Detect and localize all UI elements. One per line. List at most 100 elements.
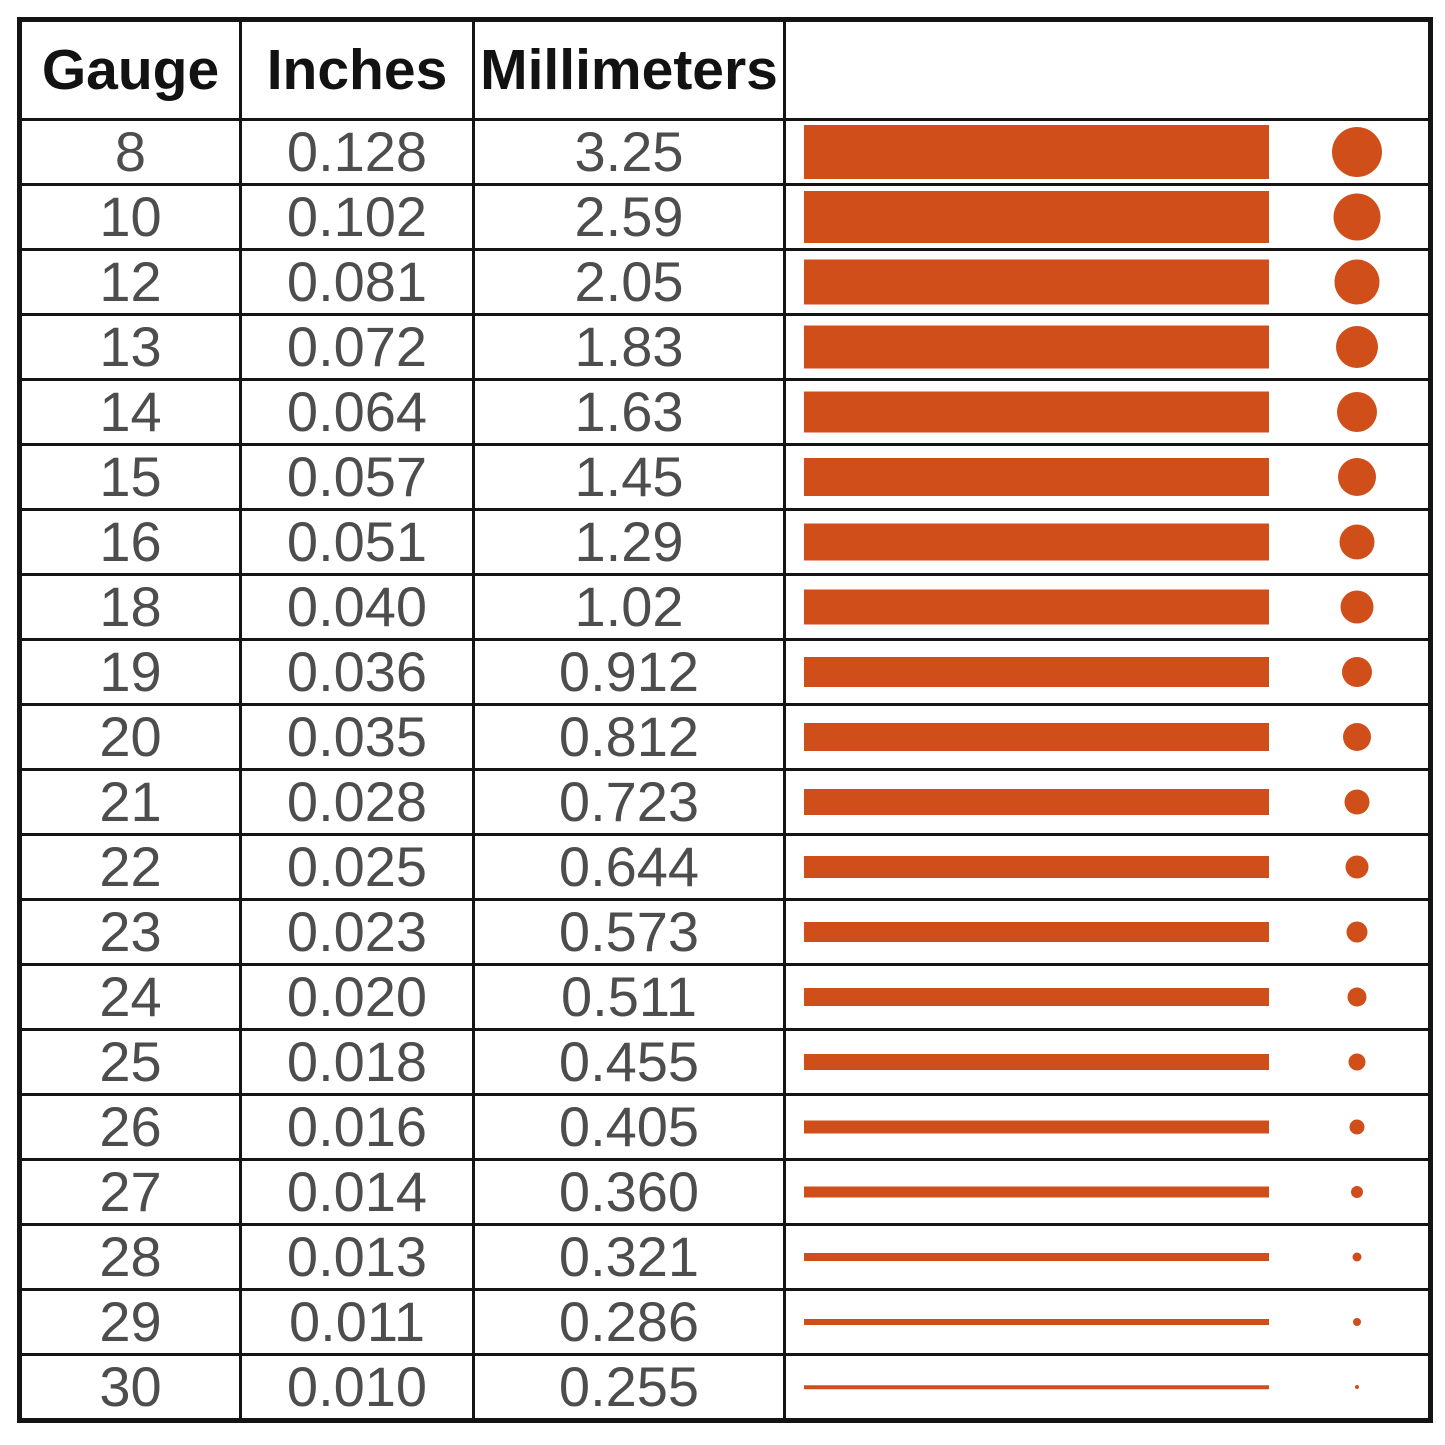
inches-value: 0.028	[239, 768, 475, 836]
wire-visual-cell	[783, 378, 1432, 446]
gauge-value: 16	[18, 508, 242, 576]
millimeters-value: 1.83	[472, 313, 786, 381]
wire-thickness-bar	[804, 458, 1269, 496]
table-row: 22 0.025 0.644	[18, 833, 1432, 901]
millimeters-value: 1.02	[472, 573, 786, 641]
millimeters-value: 2.05	[472, 248, 786, 316]
millimeters-value: 1.63	[472, 378, 786, 446]
gauge-value: 8	[18, 118, 242, 186]
table-row: 19 0.036 0.912	[18, 638, 1432, 706]
wire-cross-section-dot	[1333, 193, 1381, 241]
table-row: 20 0.035 0.812	[18, 703, 1432, 771]
wire-visual-cell	[783, 1158, 1432, 1226]
wire-thickness-bar	[804, 723, 1269, 751]
gauge-value: 10	[18, 183, 242, 251]
wire-cross-section-dot	[1336, 326, 1378, 368]
gauge-value: 20	[18, 703, 242, 771]
gauge-value: 19	[18, 638, 242, 706]
wire-cross-section-dot	[1338, 458, 1376, 496]
table-row: 25 0.018 0.455	[18, 1028, 1432, 1096]
millimeters-value: 0.573	[472, 898, 786, 966]
millimeters-value: 1.29	[472, 508, 786, 576]
gauge-value: 14	[18, 378, 242, 446]
wire-visual-cell	[783, 443, 1432, 511]
table-row: 13 0.072 1.83	[18, 313, 1432, 381]
table-row: 26 0.016 0.405	[18, 1093, 1432, 1161]
inches-value: 0.020	[239, 963, 475, 1031]
inches-value: 0.040	[239, 573, 475, 641]
millimeters-value: 0.321	[472, 1223, 786, 1291]
col-header-gauge: Gauge	[18, 18, 242, 121]
millimeters-value: 0.812	[472, 703, 786, 771]
millimeters-value: 0.723	[472, 768, 786, 836]
gauge-value: 12	[18, 248, 242, 316]
gauge-value: 18	[18, 573, 242, 641]
table-row: 12 0.081 2.05	[18, 248, 1432, 316]
inches-value: 0.036	[239, 638, 475, 706]
gauge-value: 22	[18, 833, 242, 901]
gauge-value: 28	[18, 1223, 242, 1291]
wire-cross-section-dot	[1351, 1186, 1363, 1198]
wire-thickness-bar	[804, 988, 1269, 1006]
wire-visual-cell	[783, 1223, 1432, 1291]
gauge-value: 24	[18, 963, 242, 1031]
gauge-value: 13	[18, 313, 242, 381]
inches-value: 0.057	[239, 443, 475, 511]
millimeters-value: 0.912	[472, 638, 786, 706]
inches-value: 0.011	[239, 1288, 475, 1356]
inches-value: 0.081	[239, 248, 475, 316]
table-row: 29 0.011 0.286	[18, 1288, 1432, 1356]
millimeters-value: 0.360	[472, 1158, 786, 1226]
gauge-value: 27	[18, 1158, 242, 1226]
table-row: 16 0.051 1.29	[18, 508, 1432, 576]
table-row: 27 0.014 0.360	[18, 1158, 1432, 1226]
wire-cross-section-dot	[1332, 127, 1382, 177]
millimeters-value: 0.455	[472, 1028, 786, 1096]
inches-value: 0.072	[239, 313, 475, 381]
wire-cross-section-dot	[1344, 789, 1370, 815]
wire-visual-cell	[783, 703, 1432, 771]
inches-value: 0.128	[239, 118, 475, 186]
table-row: 8 0.128 3.25	[18, 118, 1432, 186]
wire-cross-section-dot	[1340, 590, 1374, 624]
inches-value: 0.035	[239, 703, 475, 771]
wire-thickness-bar	[804, 391, 1269, 433]
wire-cross-section-dot	[1349, 1119, 1365, 1135]
wire-thickness-bar	[804, 1120, 1269, 1134]
wire-visual-cell	[783, 508, 1432, 576]
wire-cross-section-dot	[1334, 259, 1380, 305]
table-row: 10 0.102 2.59	[18, 183, 1432, 251]
millimeters-value: 2.59	[472, 183, 786, 251]
wire-thickness-bar	[804, 1054, 1269, 1070]
wire-cross-section-dot	[1345, 855, 1369, 879]
inches-value: 0.010	[239, 1353, 475, 1422]
col-header-millimeters: Millimeters	[472, 18, 786, 121]
wire-visual-cell	[783, 118, 1432, 186]
gauge-value: 30	[18, 1353, 242, 1422]
wire-cross-section-dot	[1347, 987, 1367, 1007]
gauge-table: Gauge Inches Millimeters 8 0.128 3.25 10…	[17, 17, 1433, 1423]
col-header-visual	[783, 18, 1432, 121]
gauge-value: 29	[18, 1288, 242, 1356]
inches-value: 0.016	[239, 1093, 475, 1161]
wire-cross-section-dot	[1339, 524, 1375, 560]
inches-value: 0.102	[239, 183, 475, 251]
wire-cross-section-dot	[1353, 1318, 1361, 1326]
inches-value: 0.025	[239, 833, 475, 901]
inches-value: 0.013	[239, 1223, 475, 1291]
millimeters-value: 3.25	[472, 118, 786, 186]
wire-visual-cell	[783, 638, 1432, 706]
millimeters-value: 0.405	[472, 1093, 786, 1161]
wire-visual-cell	[783, 248, 1432, 316]
table-body: 8 0.128 3.25 10 0.102 2.59 12 0.081 2.05…	[18, 118, 1432, 1422]
wire-visual-cell	[783, 963, 1432, 1031]
table-row: 23 0.023 0.573	[18, 898, 1432, 966]
wire-cross-section-dot	[1352, 1252, 1362, 1262]
gauge-value: 26	[18, 1093, 242, 1161]
table-row: 21 0.028 0.723	[18, 768, 1432, 836]
millimeters-value: 0.286	[472, 1288, 786, 1356]
wire-cross-section-dot	[1342, 657, 1372, 687]
inches-value: 0.064	[239, 378, 475, 446]
wire-visual-cell	[783, 1353, 1432, 1422]
